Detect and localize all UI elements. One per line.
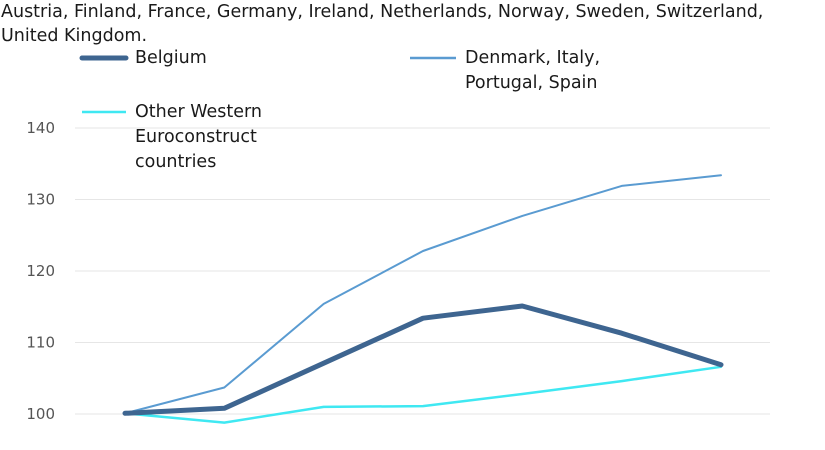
series-line-other-western-euroconstruct-countries <box>123 365 723 424</box>
series-line-belgium <box>122 303 724 416</box>
legend-label-belgium: Belgium <box>135 48 207 68</box>
legend-label-denmark-italy-portugal-spain: Denmark, Italy, Portugal, Spain <box>465 48 600 93</box>
y-tick-label: 110 <box>26 334 55 352</box>
series-line-denmark-italy-portugal-spain <box>124 174 722 415</box>
y-tick-label: 100 <box>26 405 55 423</box>
series-lines <box>122 174 724 424</box>
y-tick-labels: 100 110 120 130 140 <box>26 119 55 423</box>
chart-note: Austria, Finland, France, Germany, Irela… <box>1 2 764 46</box>
legend-label-other-western: Other Western Euroconstruct countries <box>135 102 262 172</box>
legend: Belgium Denmark, Italy, Portugal, Spain O… <box>79 48 600 172</box>
y-tick-label: 130 <box>26 191 55 209</box>
y-tick-label: 120 <box>26 262 55 280</box>
y-tick-label: 140 <box>26 119 55 137</box>
